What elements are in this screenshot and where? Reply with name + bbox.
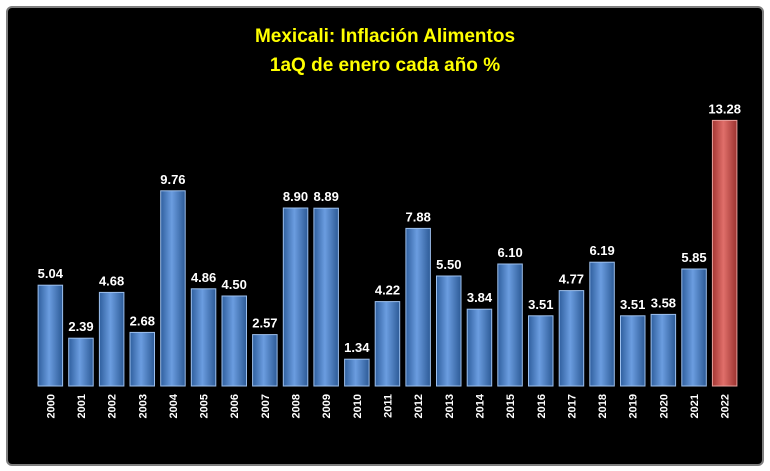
value-label-2008: 8.90	[283, 189, 308, 204]
chart-subtitle: 1aQ de enero cada año %	[269, 55, 501, 76]
bar-2016	[528, 315, 554, 387]
value-label-2021: 5.85	[681, 250, 706, 265]
category-labels-group: 2000 2001 2002 2003 2004 2005 2006 2007 2008 2009…	[45, 393, 731, 418]
category-label-2018: 2018	[597, 394, 609, 418]
bars-group	[37, 119, 738, 387]
bar-2001	[68, 337, 94, 387]
bar-2002	[98, 291, 125, 387]
category-label-2012: 2012	[413, 394, 425, 418]
bar-2021	[681, 268, 707, 387]
value-label-2009: 8.89	[314, 189, 339, 204]
value-label-2013: 5.50	[436, 257, 461, 272]
value-label-2005: 4.86	[191, 270, 216, 285]
value-label-2010: 1.34	[344, 340, 370, 355]
category-label-2016: 2016	[536, 394, 548, 418]
category-label-2000: 2000	[45, 394, 57, 418]
category-label-2020: 2020	[658, 394, 670, 418]
category-label-2014: 2014	[475, 393, 487, 418]
bar-2020	[650, 313, 677, 387]
category-label-2001: 2001	[76, 394, 88, 418]
bar-2009	[313, 207, 339, 387]
value-label-2007: 2.57	[252, 316, 277, 331]
chart-title: Mexicali: Inflación Alimentos	[254, 26, 516, 47]
chart-frame	[6, 6, 764, 466]
value-label-2012: 7.88	[406, 209, 431, 224]
value-label-2018: 6.19	[589, 243, 614, 258]
bar-2018	[589, 261, 615, 387]
chart-title-block: Mexicali: Inflación Alimentos 1aQ de ene…	[0, 22, 770, 80]
value-label-2015: 6.10	[497, 245, 522, 260]
bar-2014	[466, 308, 493, 387]
category-label-2006: 2006	[229, 394, 241, 418]
value-labels-group: 5.04 2.39 4.68 2.68 9.76 4.86 4.50 2.57 8.90 8.89…	[38, 101, 741, 355]
bar-2000	[37, 284, 64, 387]
category-label-2019: 2019	[628, 394, 640, 418]
bar-2004	[160, 190, 186, 387]
value-label-2022: 13.28	[708, 101, 741, 116]
value-label-2001: 2.39	[68, 319, 93, 334]
bar-2006	[221, 295, 247, 387]
value-label-2014: 3.84	[467, 290, 493, 305]
category-label-2005: 2005	[199, 394, 211, 418]
category-label-2009: 2009	[321, 394, 333, 418]
category-label-2022: 2022	[720, 394, 732, 418]
bar-2005	[190, 288, 217, 387]
category-label-2008: 2008	[291, 394, 303, 418]
category-label-2013: 2013	[444, 394, 456, 418]
bar-2019	[620, 315, 646, 387]
category-label-2010: 2010	[352, 394, 364, 418]
bar-2022	[711, 119, 738, 387]
bar-2013	[436, 275, 462, 387]
category-label-2002: 2002	[107, 394, 119, 418]
category-label-2007: 2007	[260, 394, 272, 418]
category-label-2003: 2003	[137, 394, 149, 418]
value-label-2004: 9.76	[160, 172, 185, 187]
value-label-2017: 4.77	[559, 272, 584, 287]
category-label-2021: 2021	[689, 394, 701, 418]
bar-2015	[497, 263, 523, 387]
value-label-2006: 4.50	[222, 277, 247, 292]
category-label-2017: 2017	[566, 394, 578, 418]
bar-2011	[374, 301, 401, 387]
value-label-2011: 4.22	[375, 283, 400, 298]
value-label-2000: 5.04	[38, 266, 64, 281]
value-label-2003: 2.68	[130, 313, 155, 328]
category-label-2015: 2015	[505, 394, 517, 418]
bar-2010	[344, 358, 370, 387]
bar-2008	[282, 207, 309, 387]
bar-2012	[405, 227, 431, 387]
value-label-2020: 3.58	[651, 295, 676, 310]
bar-2007	[252, 334, 278, 387]
category-label-2011: 2011	[383, 394, 395, 418]
category-label-2004: 2004	[168, 393, 180, 418]
value-label-2019: 3.51	[620, 297, 645, 312]
value-label-2016: 3.51	[528, 297, 553, 312]
value-label-2002: 4.68	[99, 273, 124, 288]
bar-2003	[129, 331, 155, 387]
bar-2017	[558, 290, 585, 387]
